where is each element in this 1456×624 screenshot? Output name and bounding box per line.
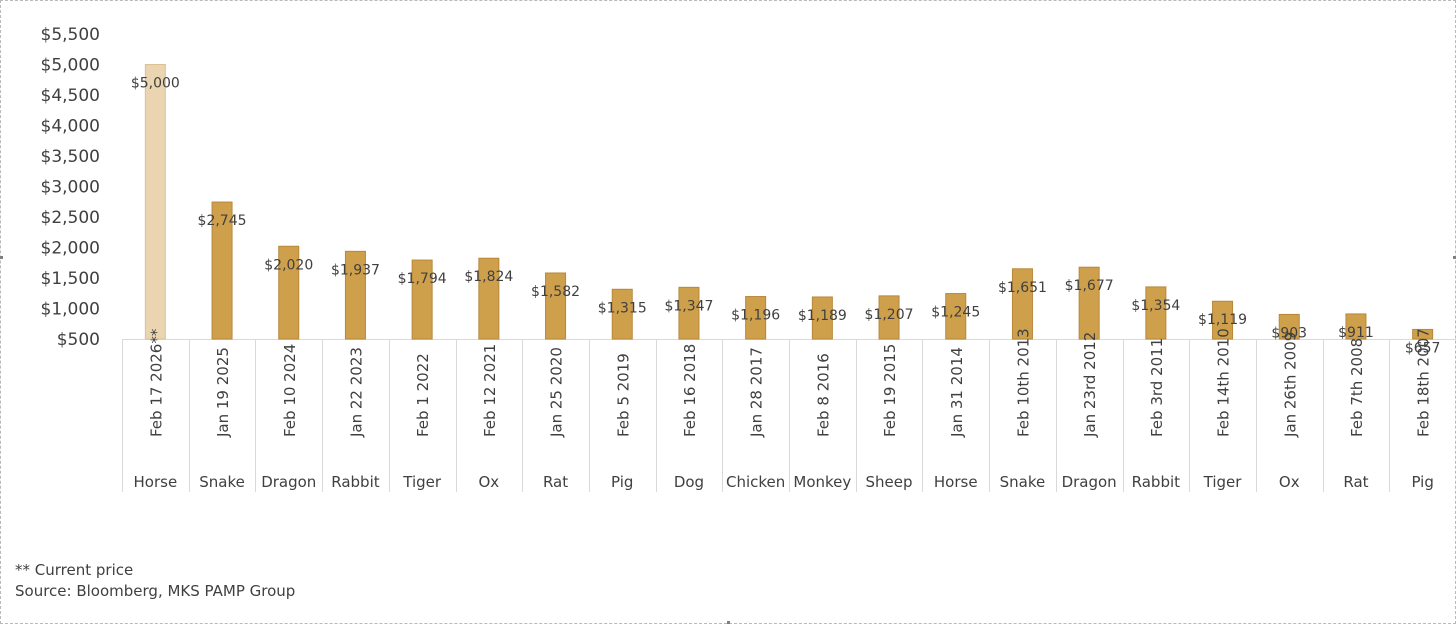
x-tick-label-date: Feb 19 2015 [881,344,899,437]
bar [278,245,300,340]
x-tick-label-date: Jan 26th 2009 [1281,332,1299,438]
data-label: $1,207 [865,307,914,323]
x-tick-label-animal: Tiger [402,473,442,491]
y-tick-label: $5,500 [41,25,100,45]
x-tick-label-animal: Rabbit [331,473,379,491]
data-label: $1,794 [398,271,447,287]
data-label: $1,315 [598,300,647,316]
x-tick-label-date: Feb 17 2026** [147,328,165,437]
bar [945,293,967,340]
x-tick-label-animal: Chicken [726,473,785,491]
bar [1011,268,1033,340]
bar [1345,313,1367,340]
y-tick-label: $1,500 [41,269,100,289]
x-tick-label-animal: Tiger [1203,473,1243,491]
footnote-source: Source: Bloomberg, MKS PAMP Group [15,582,296,600]
x-tick-label-date: Feb 1 2022 [414,353,432,437]
x-tick-label-animal: Snake [1000,473,1046,491]
data-label: $1,189 [798,308,847,324]
bar [678,286,700,340]
data-label: $1,677 [1065,278,1114,294]
x-tick-label-animal: Pig [611,473,633,491]
resize-handle-right[interactable] [1453,256,1456,259]
x-tick-label-date: Feb 10th 2013 [1014,328,1032,437]
x-tick-label-animal: Dog [674,473,704,491]
x-tick-label-date: Feb 10 2024 [281,344,299,437]
x-tick-label-animal: Horse [934,473,978,491]
x-tick-label-date: Jan 22 2023 [347,347,365,438]
data-label: $1,937 [331,262,380,278]
y-tick-label: $2,000 [41,239,100,259]
x-tick-label-animal: Monkey [793,473,851,491]
x-tick-label-date: Feb 18th 2007 [1415,328,1433,437]
bar [545,272,567,340]
y-tick-label: $2,500 [41,208,100,228]
x-tick-label-animal: Pig [1411,473,1433,491]
x-tick-label-animal: Sheep [866,473,913,491]
y-tick-label: $5,000 [41,56,100,76]
data-label: $2,020 [264,257,313,273]
data-label: $1,245 [931,305,980,321]
bar [478,257,500,340]
resize-handle-left[interactable] [0,256,3,259]
x-tick-label-date: Feb 14th 2010 [1215,328,1233,437]
x-tick-label-date: Feb 5 2019 [614,353,632,437]
bar [878,295,900,340]
x-tick-label-animal: Dragon [1062,473,1117,491]
x-tick-label-date: Jan 23rd 2012 [1081,332,1099,438]
x-tick-label-date: Jan 19 2025 [214,347,232,438]
y-tick-label: $3,000 [41,178,100,198]
bar [1145,286,1167,340]
data-label: $657 [1405,340,1441,356]
x-tick-label-date: Jan 28 2017 [748,347,766,438]
x-tick-label-animal: Horse [134,473,178,491]
data-label: $2,745 [198,213,247,229]
data-label: $903 [1271,325,1307,341]
y-tick-label: $500 [57,330,100,350]
x-tick-label-animal: Rabbit [1132,473,1180,491]
bar [611,288,633,340]
y-tick-label: $4,500 [41,86,100,106]
bar [411,259,433,340]
bar [344,250,366,340]
bar [1078,266,1100,340]
y-tick-label: $3,500 [41,147,100,167]
data-label: $1,196 [731,308,780,324]
x-tick-label-animal: Snake [199,473,245,491]
resize-handle-bottom[interactable] [727,621,730,624]
data-label: $1,824 [464,269,513,285]
x-tick-label-date: Feb 8 2016 [814,353,832,437]
data-label: $1,582 [531,284,580,300]
x-tick-label-date: Feb 12 2021 [481,344,499,437]
bar [745,296,767,340]
x-tick-label-date: Feb 7th 2008 [1348,338,1366,437]
bar [144,64,166,340]
bar [811,296,833,340]
x-tick-label-date: Feb 16 2018 [681,344,699,437]
bar [1278,313,1300,340]
bar [1212,300,1234,340]
x-tick-label-animal: Dragon [261,473,316,491]
x-tick-label-date: Feb 3rd 2011 [1148,338,1166,437]
y-tick-label: $1,000 [41,300,100,320]
data-label: $1,119 [1198,312,1247,328]
data-label: $911 [1338,325,1374,341]
data-label: $1,651 [998,280,1047,296]
x-tick-label-date: Jan 31 2014 [948,347,966,438]
x-tick-label-animal: Ox [1279,473,1300,491]
data-label: $5,000 [131,76,180,92]
y-tick-label: $4,000 [41,117,100,137]
data-label: $1,354 [1131,298,1180,314]
data-label: $1,347 [664,298,713,314]
bar [1412,328,1434,340]
x-tick-label-animal: Ox [479,473,500,491]
bar [211,201,233,340]
footnote-current-price: ** Current price [15,561,134,579]
x-tick-label-animal: Rat [543,473,568,491]
x-tick-label-date: Jan 25 2020 [548,347,566,438]
x-tick-label-animal: Rat [1343,473,1368,491]
